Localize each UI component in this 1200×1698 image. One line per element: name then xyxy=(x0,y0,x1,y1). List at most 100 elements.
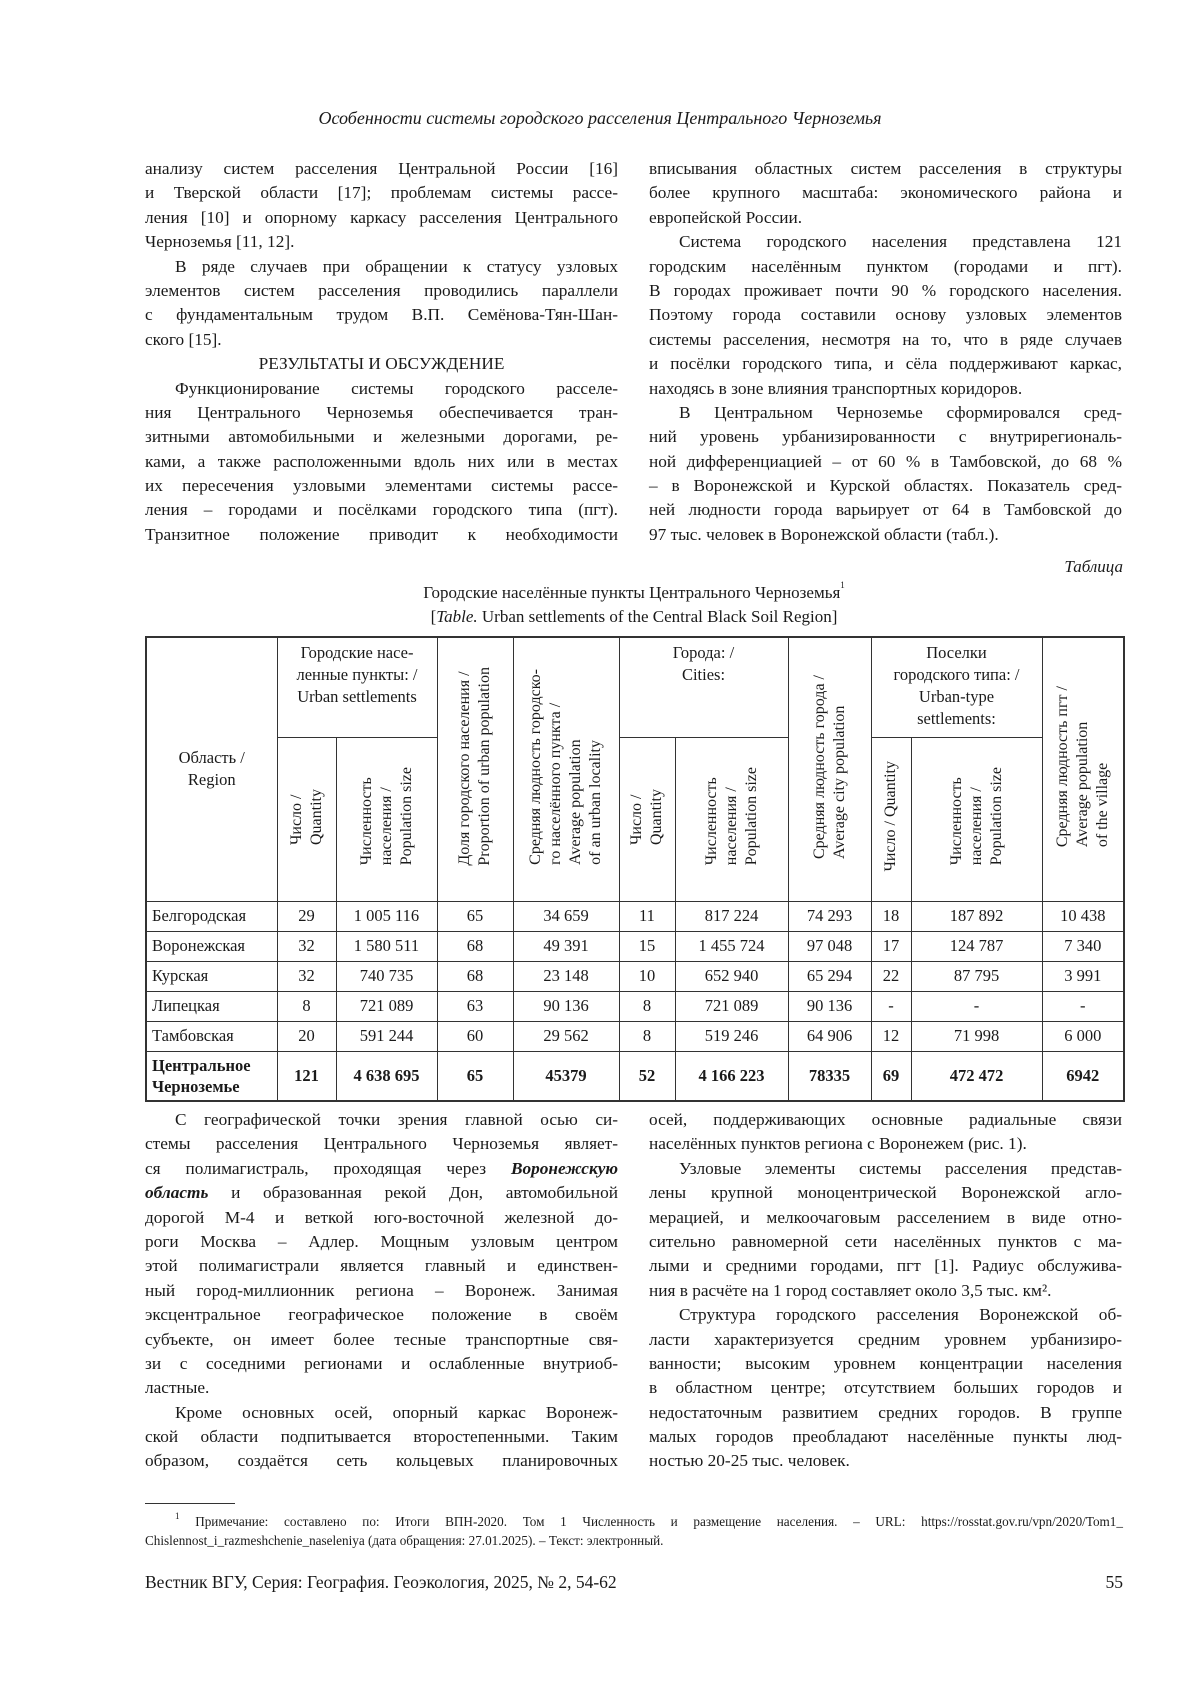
paragraph-line: – в Воронежской и Курской областях. Пока… xyxy=(649,474,1122,498)
paragraph-line: ней людности города варьирует от 64 в Та… xyxy=(649,498,1122,522)
header-cities-quantity: Число /Quantity xyxy=(619,737,675,901)
value-cell: 519 246 xyxy=(675,1021,788,1051)
value-cell: 23 148 xyxy=(513,961,619,991)
region-cell: Воронежская xyxy=(146,931,277,961)
value-cell: 87 795 xyxy=(911,961,1042,991)
header-cities: Города: /Cities: xyxy=(619,637,788,737)
header-urban-share: Доля городского населения /Proportion of… xyxy=(437,637,513,901)
value-cell: 49 391 xyxy=(513,931,619,961)
paragraph-line: ками, а также расположенными вдоль них и… xyxy=(145,450,618,474)
journal-citation: Вестник ВГУ, Серия: География. Геоэколог… xyxy=(145,1572,617,1593)
header-line: Proportion of urban population xyxy=(475,667,495,866)
value-cell: 63 xyxy=(437,991,513,1021)
footnote-text: Примечание: составлено по: Итоги ВПН-202… xyxy=(195,1514,1123,1529)
footnote: 1 Примечание: составлено по: Итоги ВПН-2… xyxy=(145,1512,1123,1550)
value-cell: 8 xyxy=(619,1021,675,1051)
paragraph-line: дорогой М-4 и веткой юго-восточной желез… xyxy=(145,1206,618,1230)
header-line: Города: / xyxy=(620,642,788,664)
value-cell: 64 906 xyxy=(788,1021,871,1051)
paragraph-line: С географической точки зрения главной ос… xyxy=(145,1108,618,1132)
region-cell: Курская xyxy=(146,961,277,991)
paragraph-line: ной дифференциацией – от 60 % в Тамбовск… xyxy=(649,450,1122,474)
paragraph-line: ний уровень урбанизированности с внутрир… xyxy=(649,425,1122,449)
vertical-header-text: Численностьнаселения /Population size xyxy=(357,767,417,865)
paragraph-line: и посёлки городского типа, и сёла поддер… xyxy=(649,352,1122,376)
header-cities-population: Численностьнаселения /Population size xyxy=(675,737,788,901)
table-row: Липецкая8721 0896390 1368721 08990 136--… xyxy=(146,991,1124,1021)
paragraph-line: эксцентральное географическое положение … xyxy=(145,1303,618,1327)
paragraph-line: роги Москва – Адлер. Мощным узловым цент… xyxy=(145,1230,618,1254)
vertical-header-text: Численностьнаселения /Population size xyxy=(702,767,762,865)
value-cell: 45379 xyxy=(513,1051,619,1101)
value-cell: 32 xyxy=(277,961,336,991)
paragraph-line: элементов систем расселения проводились … xyxy=(145,279,618,303)
header-line: Average population xyxy=(566,669,586,865)
caption-en-text: Urban settlements of the Central Black S… xyxy=(478,607,838,626)
paragraph-line: ления [10] и опорному каркасу расселения… xyxy=(145,206,618,230)
header-region: Область /Region xyxy=(146,637,277,901)
table-caption-ru: Городские населённые пункты Центрального… xyxy=(145,581,1123,605)
paragraph-line: населённых пунктов региона с Воронежем (… xyxy=(649,1132,1122,1156)
value-cell: 29 562 xyxy=(513,1021,619,1051)
paragraph-line: городским населённым пунктом (городами и… xyxy=(649,255,1122,279)
table-row: Воронежская321 580 5116849 391151 455 72… xyxy=(146,931,1124,961)
paragraph-line: Кроме основных осей, опорный каркас Воро… xyxy=(145,1401,618,1425)
paragraph-line: Узловые элементы системы расселения пред… xyxy=(649,1157,1122,1181)
header-line: городского типа: / xyxy=(872,664,1042,686)
vertical-header-text: Число / Quantity xyxy=(881,761,901,871)
value-cell: 15 xyxy=(619,931,675,961)
paragraph-line: европейской России. xyxy=(649,206,1122,230)
header-line: Доля городского населения / xyxy=(455,667,475,866)
paragraph-line: зитными автомобильными и железными дорог… xyxy=(145,425,618,449)
value-cell: 591 244 xyxy=(336,1021,437,1051)
paragraph-line: Структура городского расселения Воронежс… xyxy=(649,1303,1122,1327)
value-cell: 97 048 xyxy=(788,931,871,961)
header-avg-locality: Средняя людность городско-го населённого… xyxy=(513,637,619,901)
paragraph-line: лыми и средними городами, пгт [1]. Радиу… xyxy=(649,1254,1122,1278)
paragraph-line: Поэтому города составили основу узловых … xyxy=(649,303,1122,327)
footnote-mark: 1 xyxy=(175,1511,180,1521)
caption-ru-text: Городские населённые пункты Центрального… xyxy=(423,583,840,602)
text-segment: ся полимагистраль, проходящая через xyxy=(145,1159,511,1178)
value-cell: 78335 xyxy=(788,1051,871,1101)
paragraph-line: лены крупной моноцентрической Воронежско… xyxy=(649,1181,1122,1205)
footnote-ref[interactable]: 1 xyxy=(840,580,845,590)
header-line: Численность xyxy=(357,767,377,865)
paragraph-line: ласти характеризуется средним уровнем ур… xyxy=(649,1328,1122,1352)
paragraph-line: недостаточным развитием средних городов.… xyxy=(649,1401,1122,1425)
table-row: Курская32740 7356823 14810652 94065 2942… xyxy=(146,961,1124,991)
value-cell: 121 xyxy=(277,1051,336,1101)
value-cell: 52 xyxy=(619,1051,675,1101)
header-line: го населённого пункта / xyxy=(546,669,566,865)
table-row: Тамбовская20591 2446029 5628519 24664 90… xyxy=(146,1021,1124,1051)
header-line: Average population xyxy=(1073,686,1093,847)
paragraph-line: субъекте, он имеет более тесные транспор… xyxy=(145,1328,618,1352)
header-line: Population size xyxy=(987,767,1007,865)
value-cell: 22 xyxy=(871,961,911,991)
paragraph-line: с фундаментальным трудом В.П. Семёнова-Т… xyxy=(145,303,618,327)
emphasized-text: Воронежскую xyxy=(511,1159,618,1178)
value-cell: 721 089 xyxy=(675,991,788,1021)
header-line: Quantity xyxy=(647,789,667,845)
value-cell: 817 224 xyxy=(675,901,788,931)
header-line: of the village xyxy=(1093,686,1113,847)
header-line: Число / xyxy=(287,789,307,845)
vertical-header-text: Средняя людность городско-го населённого… xyxy=(526,669,606,865)
paragraph-line: ся полимагистраль, проходящая через Воро… xyxy=(145,1157,618,1181)
value-cell: 10 xyxy=(619,961,675,991)
caption-en-prefix: Table. xyxy=(436,607,477,626)
paragraph-line: Черноземья [11, 12]. xyxy=(145,230,618,254)
table-row: Белгородская291 005 1166534 65911817 224… xyxy=(146,901,1124,931)
region-cell: Белгородская xyxy=(146,901,277,931)
value-cell: 740 735 xyxy=(336,961,437,991)
page-number: 55 xyxy=(1106,1572,1124,1593)
value-cell: 1 580 511 xyxy=(336,931,437,961)
paragraph-line: В ряде случаев при обращении к статусу у… xyxy=(145,255,618,279)
header-line: Quantity xyxy=(307,789,327,845)
paragraph-line: ния в расчёте на 1 город составляет окол… xyxy=(649,1279,1122,1303)
running-head: Особенности системы городского расселени… xyxy=(0,108,1200,129)
header-line: Средняя людность городско- xyxy=(526,669,546,865)
table-body: Белгородская291 005 1166534 65911817 224… xyxy=(146,901,1124,1101)
value-cell: 90 136 xyxy=(513,991,619,1021)
header-line: Population size xyxy=(397,767,417,865)
